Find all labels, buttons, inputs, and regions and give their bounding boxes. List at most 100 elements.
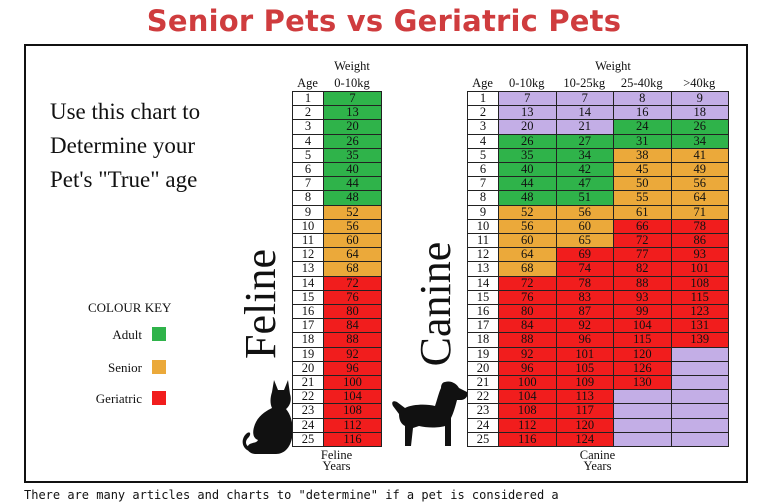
canine-value-cell: 7	[498, 91, 557, 107]
canine-age-cell: 17	[467, 318, 499, 334]
feline-age-cell: 15	[292, 289, 324, 305]
canine-value-cell: 93	[613, 289, 672, 305]
canine-value-cell: 88	[498, 332, 557, 348]
caption-text: There are many articles and charts to "d…	[24, 488, 559, 502]
canine-age-cell: 21	[467, 375, 499, 391]
canine-value-cell: 83	[555, 289, 614, 305]
canine-side-label: Canine	[411, 241, 460, 367]
canine-value-cell	[670, 346, 729, 362]
canine-value-cell: 116	[498, 431, 557, 447]
feline-footer-label: Feline	[320, 448, 353, 462]
canine-value-cell: 56	[670, 176, 729, 192]
canine-value-cell: 24	[613, 119, 672, 135]
canine-value-cell: 131	[670, 318, 729, 334]
feline-age-cell: 24	[292, 417, 324, 433]
canine-value-cell: 47	[555, 176, 614, 192]
feline-age-cell: 14	[292, 275, 324, 291]
intro-line: Pet's "True" age	[50, 167, 198, 192]
canine-value-cell: 77	[613, 247, 672, 263]
colour-key-senior: Senior	[60, 360, 166, 375]
canine-value-cell: 14	[555, 105, 614, 121]
canine-age-cell: 1	[467, 91, 499, 107]
feline-value-cell: 88	[323, 332, 382, 348]
colour-key-title: COLOUR KEY	[88, 300, 172, 315]
feline-value-cell: 35	[323, 147, 382, 163]
canine-value-cell	[613, 403, 672, 419]
feline-age-cell: 4	[292, 133, 324, 149]
feline-age-cell: 23	[292, 403, 324, 419]
feline-value-cell: 7	[323, 91, 382, 107]
canine-value-cell: 88	[613, 275, 672, 291]
feline-age-cell: 8	[292, 190, 324, 206]
canine-value-cell: 104	[498, 389, 557, 405]
colour-key-label: Adult	[112, 327, 142, 342]
feline-age-cell: 16	[292, 304, 324, 320]
canine-value-cell: 93	[670, 247, 729, 263]
canine-column-header: 0-10kg	[509, 76, 545, 90]
feline-value-cell: 26	[323, 133, 382, 149]
canine-value-cell: 101	[670, 261, 729, 277]
canine-age-cell: 12	[467, 247, 499, 263]
canine-age-cell: 7	[467, 176, 499, 192]
canine-value-cell: 27	[555, 133, 614, 149]
canine-value-cell: 16	[613, 105, 672, 121]
canine-value-cell: 7	[555, 91, 614, 107]
canine-column-header: 10-25kg	[563, 76, 606, 90]
canine-value-cell: 38	[613, 147, 672, 163]
feline-age-cell: 10	[292, 218, 324, 234]
canine-value-cell: 117	[555, 403, 614, 419]
canine-value-cell: 112	[498, 417, 557, 433]
canine-value-cell: 66	[613, 218, 672, 234]
feline-age-cell: 19	[292, 346, 324, 362]
canine-age-cell: 25	[467, 431, 499, 447]
feline-age-cell: 18	[292, 332, 324, 348]
canine-value-cell: 113	[555, 389, 614, 405]
feline-age-label: Age	[297, 76, 318, 90]
canine-value-cell: 9	[670, 91, 729, 107]
canine-value-cell: 87	[555, 304, 614, 320]
canine-age-cell: 18	[467, 332, 499, 348]
canine-value-cell: 115	[613, 332, 672, 348]
canine-value-cell: 35	[498, 147, 557, 163]
canine-age-label: Age	[472, 76, 493, 90]
feline-value-cell: 40	[323, 162, 382, 178]
canine-value-cell: 48	[498, 190, 557, 206]
canine-value-cell: 100	[498, 375, 557, 391]
feline-value-cell: 68	[323, 261, 382, 277]
canine-value-cell	[670, 403, 729, 419]
colour-key-geriatric: Geriatric	[60, 391, 166, 406]
feline-age-cell: 13	[292, 261, 324, 277]
canine-value-cell: 123	[670, 304, 729, 320]
canine-value-cell	[670, 375, 729, 391]
canine-footer-label: Years	[583, 459, 612, 473]
canine-age-cell: 3	[467, 119, 499, 135]
canine-value-cell: 92	[555, 318, 614, 334]
canine-value-cell: 105	[555, 360, 614, 376]
canine-value-cell: 41	[670, 147, 729, 163]
canine-value-cell: 92	[498, 346, 557, 362]
feline-age-cell: 6	[292, 162, 324, 178]
canine-value-cell: 108	[670, 275, 729, 291]
canine-value-cell: 65	[555, 233, 614, 249]
canine-value-cell: 126	[613, 360, 672, 376]
colour-key-adult: Adult	[60, 327, 166, 342]
adult-swatch	[152, 327, 166, 341]
dog-icon	[392, 381, 468, 446]
feline-value-cell: 44	[323, 176, 382, 192]
feline-side-label: Feline	[236, 249, 285, 359]
canine-value-cell	[670, 360, 729, 376]
canine-value-cell: 26	[498, 133, 557, 149]
canine-value-cell: 76	[498, 289, 557, 305]
canine-age-cell: 2	[467, 105, 499, 121]
canine-value-cell: 49	[670, 162, 729, 178]
canine-value-cell	[613, 417, 672, 433]
feline-column-header: 0-10kg	[334, 76, 370, 90]
canine-age-cell: 13	[467, 261, 499, 277]
geriatric-swatch	[152, 391, 166, 405]
feline-value-cell: 100	[323, 375, 382, 391]
canine-column-header: >40kg	[683, 76, 716, 90]
chart-frame	[24, 44, 748, 483]
canine-age-cell: 23	[467, 403, 499, 419]
canine-value-cell: 72	[613, 233, 672, 249]
feline-age-cell: 5	[292, 147, 324, 163]
